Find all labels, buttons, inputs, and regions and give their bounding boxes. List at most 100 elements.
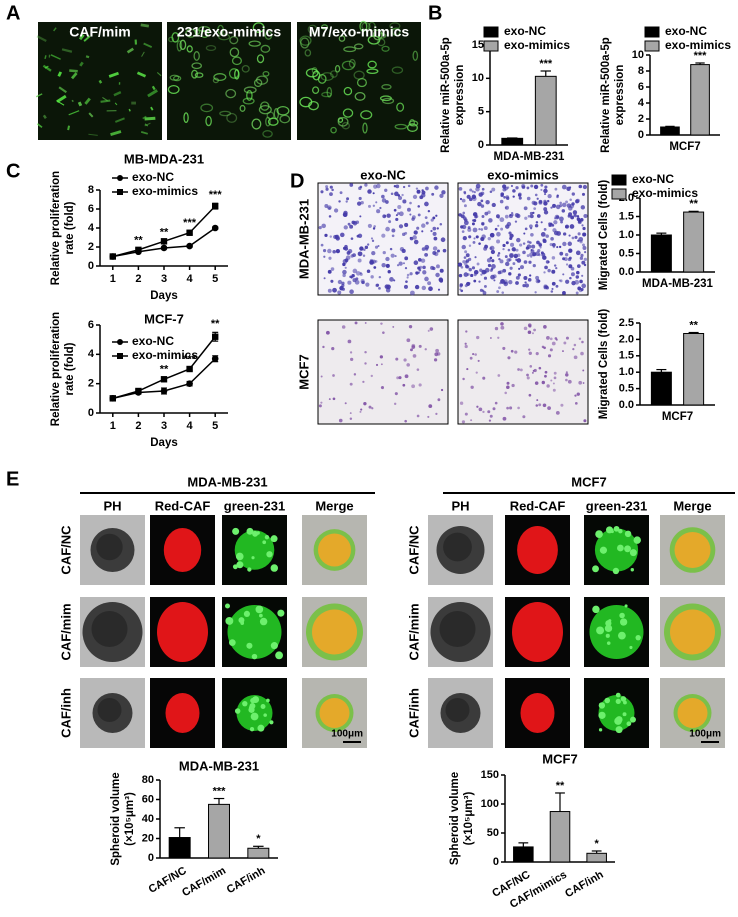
x-tick-label: MDA-MB-231	[494, 151, 566, 163]
cell	[565, 224, 569, 229]
cell	[304, 49, 312, 57]
cell	[362, 380, 365, 383]
cell	[532, 369, 535, 372]
cell	[376, 209, 381, 214]
cell	[225, 88, 237, 99]
cell	[526, 254, 530, 258]
cell	[322, 249, 327, 253]
cell	[582, 369, 585, 372]
spheroid-image	[302, 515, 367, 585]
cell	[387, 269, 391, 274]
cell	[140, 23, 150, 28]
cell	[504, 391, 507, 395]
cell	[579, 240, 583, 244]
cell	[534, 193, 538, 197]
cell	[327, 288, 332, 293]
cell	[424, 244, 430, 250]
cell	[515, 275, 520, 280]
cell	[432, 231, 437, 236]
cell	[229, 35, 239, 45]
cell	[334, 64, 341, 73]
cell	[205, 115, 212, 127]
cell	[402, 262, 405, 265]
cell	[472, 352, 475, 356]
cell	[229, 47, 240, 58]
cell	[338, 200, 341, 203]
cell	[412, 235, 417, 240]
cell	[481, 215, 485, 218]
cell	[559, 216, 564, 222]
cell	[320, 375, 323, 378]
cell	[528, 260, 532, 264]
cell	[330, 279, 334, 283]
cell	[506, 385, 510, 389]
cell	[564, 252, 569, 257]
cell	[373, 266, 377, 269]
cell	[575, 275, 580, 279]
bar	[208, 803, 230, 859]
cell	[332, 374, 335, 377]
cell	[468, 244, 472, 247]
cell	[522, 242, 526, 245]
x-tick-label: 4	[187, 420, 194, 432]
cell	[355, 220, 360, 224]
cell	[567, 241, 572, 246]
spheroid	[319, 698, 350, 728]
spheroid	[674, 532, 711, 568]
cell	[489, 256, 493, 260]
cell	[457, 262, 463, 267]
cell	[337, 279, 343, 285]
cell	[194, 72, 204, 78]
cell	[535, 404, 539, 407]
cell	[386, 213, 391, 218]
cell	[547, 354, 552, 358]
cell	[551, 269, 556, 274]
cell	[529, 211, 533, 215]
micrograph: CAF/mim	[35, 22, 162, 140]
cell	[307, 24, 318, 34]
cell	[481, 187, 485, 191]
cell	[569, 198, 572, 202]
cell	[502, 243, 506, 248]
cell	[544, 374, 547, 378]
cell	[473, 237, 476, 240]
x-tick-label: CAF/mim	[180, 865, 228, 900]
spheroid-image	[428, 515, 493, 585]
legend-swatch	[483, 26, 499, 38]
cell	[249, 727, 255, 732]
spheroid	[517, 526, 558, 574]
cell	[440, 388, 444, 392]
cell	[581, 283, 587, 289]
spheroid	[157, 602, 208, 662]
cell	[246, 527, 254, 535]
cell	[140, 130, 149, 135]
cell	[571, 192, 575, 196]
cell	[471, 190, 474, 193]
cell	[406, 123, 418, 132]
cell	[318, 404, 322, 408]
cell	[366, 68, 379, 74]
cell	[562, 273, 565, 276]
cell	[536, 214, 541, 218]
cell	[462, 211, 466, 215]
error-bar	[253, 845, 264, 849]
cell	[340, 232, 345, 238]
cell	[550, 237, 554, 241]
cell	[246, 90, 253, 101]
spheroid-image	[584, 515, 649, 585]
cell	[555, 266, 558, 270]
cell	[114, 102, 118, 106]
cell	[193, 51, 200, 61]
y-tick-label: 1.0	[619, 366, 634, 378]
cell	[259, 617, 268, 626]
cell	[50, 54, 61, 60]
cell	[391, 66, 404, 74]
cell	[321, 24, 329, 30]
cell	[501, 291, 505, 294]
cell	[568, 248, 573, 253]
image-label: CAF/mim	[69, 24, 130, 40]
cell	[417, 213, 421, 217]
bar	[683, 332, 705, 406]
y-tick-label: 5	[478, 106, 484, 118]
marker	[109, 395, 116, 402]
